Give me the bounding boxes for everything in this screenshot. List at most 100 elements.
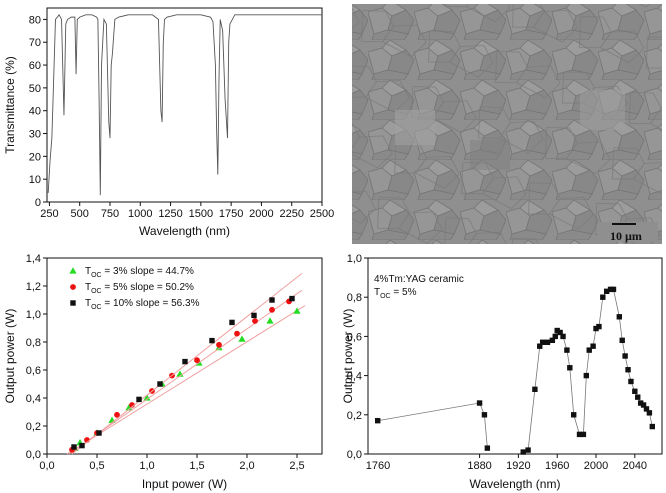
legend-entry: TOC = 10% slope = 56.3% xyxy=(85,298,200,311)
data-point xyxy=(625,367,631,373)
y-tick-label: 0,8 xyxy=(26,337,41,349)
x-axis-label: Wavelength (nm) xyxy=(470,477,561,491)
data-point xyxy=(269,306,275,313)
x-tick-label: 0,0 xyxy=(39,460,54,472)
data-point xyxy=(600,294,606,300)
y-tick-label: 0,6 xyxy=(347,331,362,343)
x-axis-label: Input power (W) xyxy=(142,477,227,491)
scale-bar-label: 10 µm xyxy=(610,229,642,243)
data-point xyxy=(557,329,563,336)
y-axis-label: Output power (W) xyxy=(3,309,17,404)
legend-entry: TOC = 3% slope = 44.7% xyxy=(85,266,194,279)
data-point xyxy=(375,417,381,424)
data-point xyxy=(525,447,531,453)
x-tick-label: 2500 xyxy=(310,208,334,220)
data-point xyxy=(564,347,570,353)
data-point xyxy=(216,341,222,348)
y-tick-label: 70 xyxy=(29,37,41,49)
x-tick-label: 2040 xyxy=(623,460,647,472)
data-point xyxy=(269,297,275,303)
data-point xyxy=(143,394,151,401)
data-point xyxy=(484,445,491,451)
x-tick-label: 2000 xyxy=(584,460,608,472)
legend-marker xyxy=(70,284,76,290)
y-tick-label: 30 xyxy=(29,129,41,141)
annotation-toc: TOC = 5% xyxy=(374,287,417,300)
data-point xyxy=(293,307,301,314)
x-tick-label: 1750 xyxy=(219,208,243,220)
data-point xyxy=(136,396,142,403)
x-tick-label: 1880 xyxy=(467,460,491,472)
x-tick-label: 1,5 xyxy=(189,460,204,472)
data-point xyxy=(571,412,577,418)
data-point xyxy=(610,286,617,293)
data-point xyxy=(549,337,556,344)
data-point xyxy=(476,400,483,406)
y-tick-label: 0,6 xyxy=(26,365,41,377)
data-point xyxy=(590,343,596,349)
series-line xyxy=(377,402,488,449)
series-line xyxy=(47,14,322,196)
data-point xyxy=(576,431,583,438)
data-point xyxy=(554,327,560,334)
output-vs-input-chart: 0,0 0,5 1,0 1,5 2,0 2,5 0,0 0,2 0,4 0,6 0,8 1,0 1,2 1… xyxy=(3,253,323,491)
x-tick-label: 2000 xyxy=(249,208,273,220)
data-point xyxy=(96,430,102,436)
data-point xyxy=(552,333,558,340)
data-point xyxy=(289,295,295,302)
y-tick-label: 60 xyxy=(29,60,41,72)
data-point xyxy=(238,335,246,342)
data-point xyxy=(157,381,163,387)
data-point xyxy=(537,343,543,349)
data-point xyxy=(229,319,235,326)
data-point xyxy=(646,410,653,416)
legend-entry: TOC = 5% slope = 50.2% xyxy=(85,282,194,295)
data-point xyxy=(79,442,85,449)
plot-frame xyxy=(367,257,663,455)
data-point xyxy=(580,431,587,438)
transmittance-chart: 250 500 750 1000 1250 1500 1750 2000 2250 2500 0 10… xyxy=(3,7,334,238)
data-point xyxy=(583,372,590,379)
output-vs-wavelength-chart: 1760 1880 1920 1960 2000 2040 0,0 0,2 0,4 0,6 0,8 1… xyxy=(341,253,663,491)
data-point xyxy=(560,333,566,340)
data-point xyxy=(544,339,551,345)
micrograph-panel: 10 µm xyxy=(352,4,662,244)
x-tick-label: 0,5 xyxy=(89,460,104,472)
x-tick-label: 1000 xyxy=(128,208,152,220)
data-point xyxy=(640,402,647,408)
annotation: 4%Tm:YAG ceramic xyxy=(374,274,464,285)
x-tick-label: 2250 xyxy=(279,208,303,220)
data-point xyxy=(607,286,614,293)
data-point xyxy=(266,317,274,324)
data-point xyxy=(622,353,628,359)
y-tick-label: 0,2 xyxy=(347,410,362,422)
plot-frame xyxy=(46,257,323,455)
y-tick-label: 1,0 xyxy=(347,253,362,265)
data-point xyxy=(593,325,599,332)
x-tick-label: 1920 xyxy=(506,460,530,472)
data-point xyxy=(586,347,592,353)
y-tick-label: 0,4 xyxy=(347,371,362,383)
x-tick-label: 1960 xyxy=(545,460,569,472)
y-tick-label: 40 xyxy=(29,106,41,118)
x-tick-label: 1500 xyxy=(189,208,213,220)
y-tick-label: 20 xyxy=(29,151,41,163)
y-tick-label: 1,0 xyxy=(26,309,41,321)
x-tick-label: 1250 xyxy=(158,208,182,220)
y-tick-label: 50 xyxy=(29,83,41,95)
data-point xyxy=(619,337,625,344)
data-point xyxy=(125,404,133,411)
data-point xyxy=(628,378,634,385)
data-point xyxy=(635,394,641,400)
y-tick-label: 80 xyxy=(29,14,41,26)
data-point xyxy=(234,330,240,337)
fit-line xyxy=(68,289,303,455)
x-tick-label: 500 xyxy=(71,208,89,220)
data-point xyxy=(567,365,573,371)
data-point xyxy=(129,402,135,408)
data-point xyxy=(532,386,538,393)
legend-marker xyxy=(70,300,76,306)
data-point xyxy=(603,288,610,295)
x-tick-label: 1760 xyxy=(366,460,390,472)
